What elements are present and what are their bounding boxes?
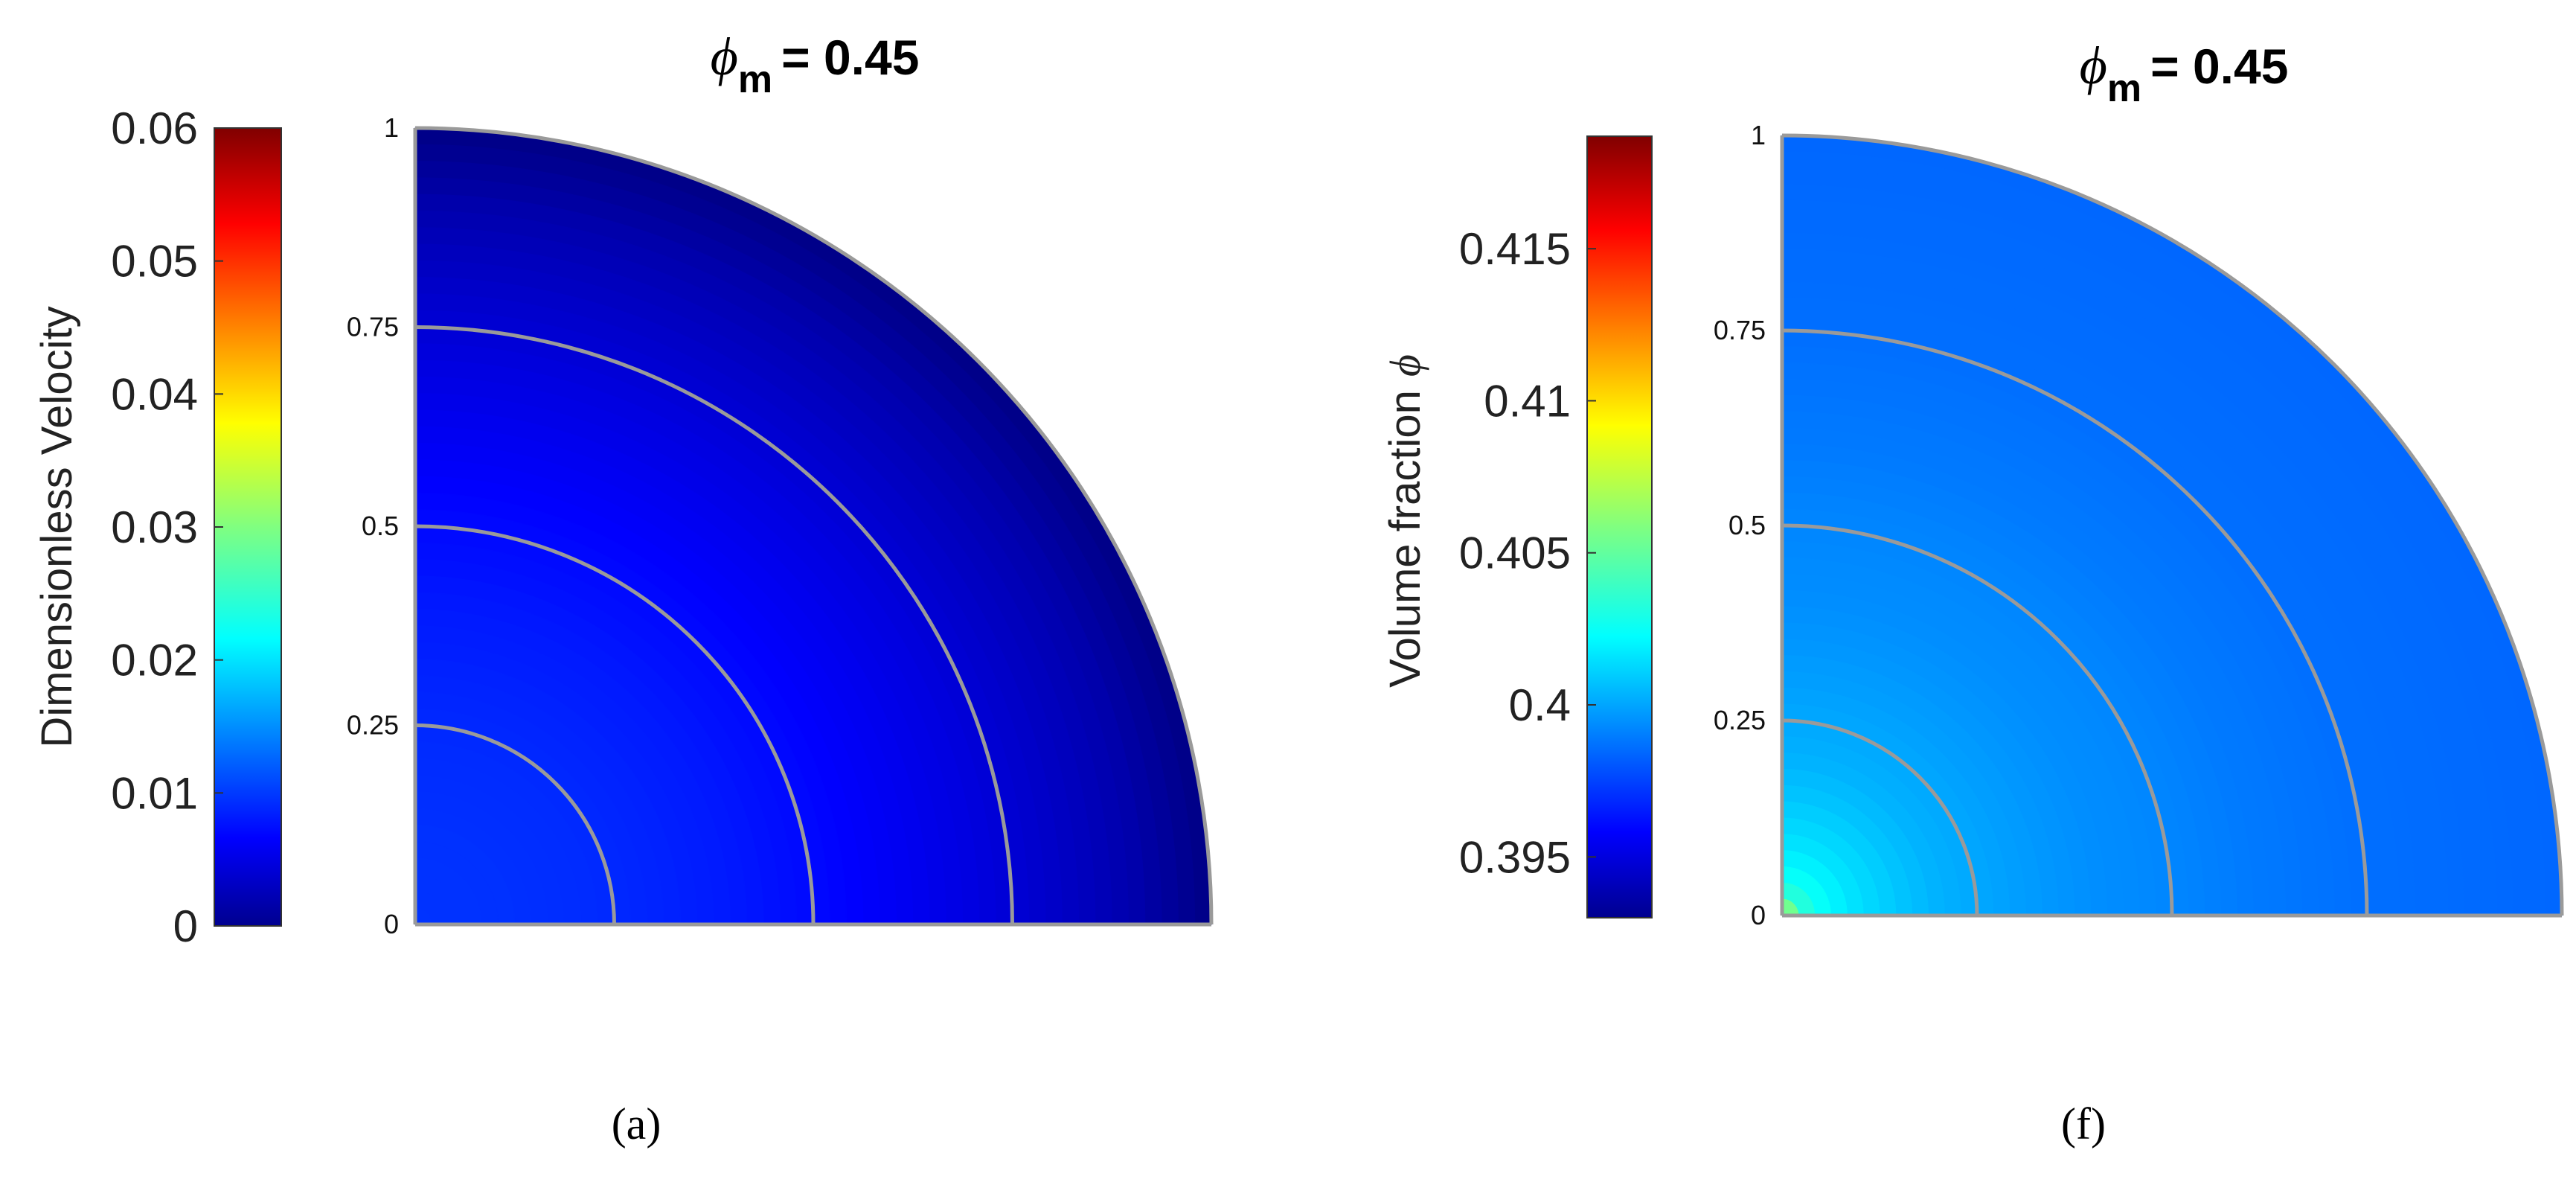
panel-a-grid-arc [414, 524, 816, 925]
panel-a-title-value: = 0.45 [781, 30, 919, 85]
panel-a-radial-tick-label: 0.25 [347, 710, 399, 741]
panel-f-radial-grid [1780, 133, 2564, 918]
panel-f-colorbar-label-symbol: ϕ [1381, 354, 1429, 377]
panel-f-radial-tick-label: 0 [1751, 900, 1766, 930]
panel-a-radial-grid [413, 126, 1214, 927]
panel-f-title-value: = 0.45 [2150, 39, 2288, 94]
panel-f-colorbar-tick-label: 0.4 [1509, 680, 1571, 730]
panel-f-grid-arc [1781, 328, 2369, 916]
panel-f-colorbar-tick-label: 0.405 [1459, 528, 1571, 578]
panel-a-colorbar-tick-label: 0.06 [111, 103, 198, 153]
panel-f-grid-arc [1781, 718, 1979, 916]
panel-f-colorbar-label: Volume fraction ϕ [1381, 354, 1429, 688]
panel-a-grid-arc [414, 325, 1014, 925]
panel-a-field [414, 127, 1212, 925]
panel-f-title-symbol: ϕ [2080, 36, 2107, 95]
panel-a-colorbar-tick-label: 0.05 [111, 237, 198, 287]
panel-f-radial-tick-label: 1 [1751, 120, 1766, 150]
panel-a-colorbar-tick-label: 0.02 [111, 636, 198, 686]
panel-a-colorbar-label: Dimensionless Velocity [33, 306, 81, 747]
panel-f-colorbar-label-text: Volume fraction [1381, 390, 1429, 688]
panel-a-title-symbol: ϕ [711, 27, 738, 86]
panel-f-title-subscript: m [2107, 67, 2141, 110]
panel-f-colorbar-tick-label: 0.395 [1459, 832, 1571, 882]
panel-f-radial-tick-label: 0.75 [1714, 315, 1766, 345]
panel-f-colorbar-ticks: 0.395 0.4 0.405 0.41 0.415 [1459, 224, 1596, 882]
panel-f-colorbar-tick-label: 0.415 [1459, 224, 1571, 274]
panel-a-colorbar-ticks: 0 0.01 0.02 0.03 0.04 0.05 0.06 [111, 103, 223, 951]
panel-f-radial-ticks: 0 0.25 0.5 0.75 1 [1714, 120, 1766, 930]
panel-a-colorbar [214, 127, 282, 927]
panel-a-colorbar-tick-label: 0.01 [111, 768, 198, 818]
panel-a-radial-tick-label: 0.75 [347, 312, 399, 342]
panel-a-title-subscript: m [738, 58, 772, 101]
panel-a-label: (a) [612, 1099, 661, 1148]
panel-f-grid-arc [1781, 523, 2174, 916]
panel-a-colorbar-tick-label: 0 [173, 901, 198, 951]
panel-a-colorbar-tick-label: 0.03 [111, 502, 198, 552]
panel-f-radial-tick-label: 0.25 [1714, 705, 1766, 735]
panel-f-label: (f) [2061, 1099, 2106, 1148]
panel-f-radial-tick-label: 0.5 [1728, 510, 1766, 540]
panel-f-colorbar [1586, 135, 1653, 918]
panel-f-grid-arc [1781, 133, 2564, 916]
panel-a-grid-arc [414, 126, 1214, 925]
panel-f-field [1781, 135, 2563, 916]
panel-a-radial-ticks: 0 0.25 0.5 0.75 1 [347, 112, 399, 939]
panel-f-colorbar-tick-label: 0.41 [1484, 376, 1571, 426]
panel-a-colorbar-tick-label: 0.04 [111, 369, 198, 419]
panel-a-radial-tick-label: 0 [384, 909, 399, 939]
panel-a: ϕm = 0.45 0 0.01 0.02 0.03 0.04 0.05 0.06 Dimen… [33, 27, 1214, 1148]
panel-a-radial-tick-label: 0.5 [362, 511, 399, 541]
panel-f-title: ϕm = 0.45 [2080, 36, 2289, 110]
panel-a-title: ϕm = 0.45 [711, 27, 920, 101]
panel-a-radial-tick-label: 1 [384, 112, 399, 143]
panel-a-grid-arc [414, 723, 616, 925]
